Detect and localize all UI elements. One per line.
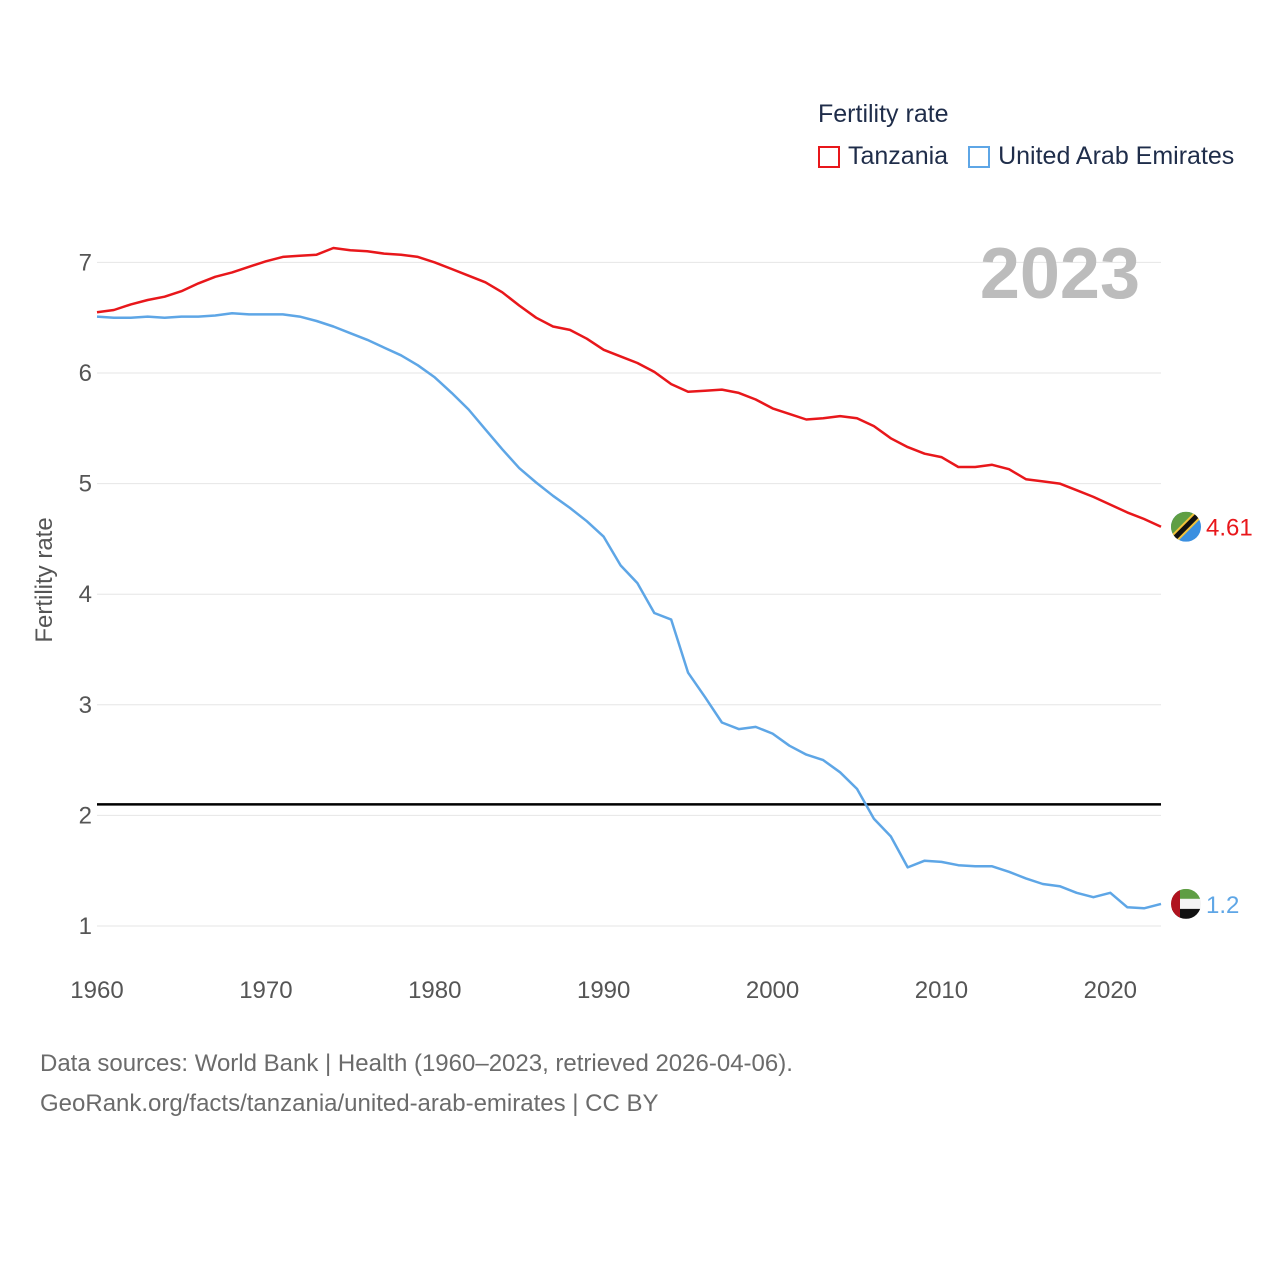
legend-swatch-uae xyxy=(968,145,991,168)
legend-item-uae[interactable]: United Arab Emirates xyxy=(968,142,1234,171)
year-label: 2023 xyxy=(980,234,1140,314)
tanzania-flag-icon xyxy=(1171,511,1201,542)
y-axis-title: Fertility rate xyxy=(31,517,58,642)
uae-flag-icon xyxy=(1171,888,1201,919)
legend-label-uae: United Arab Emirates xyxy=(998,142,1235,170)
legend-label-tanzania: Tanzania xyxy=(848,142,949,170)
legend-item-tanzania[interactable]: Tanzania xyxy=(818,142,948,171)
legend: Tanzania United Arab Emirates xyxy=(818,142,1254,171)
tanzania-series-line xyxy=(96,246,1162,528)
y-tick-label: 2 xyxy=(79,802,92,829)
legend-title: Fertility rate xyxy=(818,100,949,128)
x-tick-label: 1980 xyxy=(408,977,461,1004)
y-tick-label: 7 xyxy=(79,249,92,276)
x-tick-label: 1960 xyxy=(70,977,123,1004)
y-tick-label: 4 xyxy=(79,581,92,608)
x-tick-label: 1970 xyxy=(239,977,292,1004)
tanzania-end-value: 4.61 xyxy=(1206,515,1253,542)
legend-swatch-tanzania xyxy=(818,145,840,168)
data-sources: Data sources: World Bank | Health (1960–… xyxy=(40,1044,793,1124)
x-tick-label: 2020 xyxy=(1084,977,1137,1004)
x-tick-label: 2000 xyxy=(746,977,799,1004)
uae-end-value: 1.2 xyxy=(1206,892,1239,919)
uae-series-line xyxy=(96,312,1162,910)
x-tick-label: 1990 xyxy=(577,977,630,1004)
sources-line-2: GeoRank.org/facts/tanzania/united-arab-e… xyxy=(40,1090,659,1117)
y-tick-label: 6 xyxy=(79,360,92,387)
y-tick-label: 1 xyxy=(79,913,92,940)
y-tick-label: 3 xyxy=(79,692,92,719)
y-tick-label: 5 xyxy=(79,471,92,498)
sources-line-1: Data sources: World Bank | Health (1960–… xyxy=(40,1050,793,1077)
x-tick-label: 2010 xyxy=(915,977,968,1004)
